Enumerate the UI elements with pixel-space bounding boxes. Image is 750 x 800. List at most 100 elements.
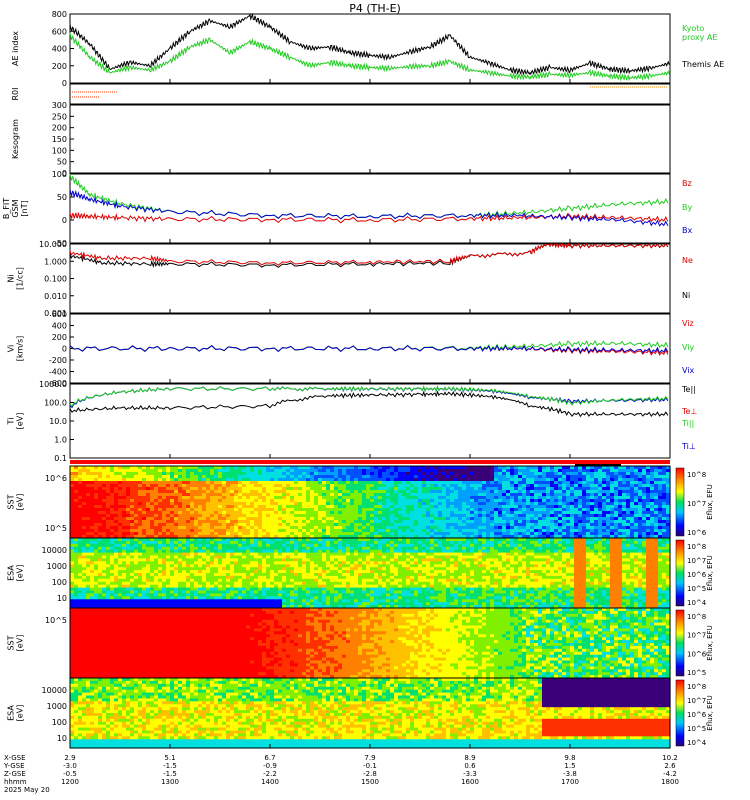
spectrogram-cell bbox=[198, 478, 203, 482]
spectrogram-cell bbox=[114, 511, 119, 515]
spectrogram-cell bbox=[354, 475, 359, 479]
spectrogram-cell bbox=[418, 502, 423, 506]
spectrogram-cell bbox=[154, 523, 159, 527]
spectrogram-cell bbox=[274, 493, 279, 497]
spectrogram-cell bbox=[70, 561, 75, 565]
spectrogram-cell bbox=[190, 487, 195, 491]
spectrogram-cell bbox=[94, 532, 99, 536]
spectrogram-cell bbox=[222, 596, 227, 600]
spectrogram-cell bbox=[214, 490, 219, 494]
spectrogram-cell bbox=[98, 523, 103, 527]
spectrogram-cell bbox=[210, 490, 215, 494]
spectrogram-cell bbox=[302, 535, 307, 539]
spectrogram-cell bbox=[318, 478, 323, 482]
spectrogram-cell bbox=[390, 466, 395, 470]
spectrogram-cell bbox=[246, 517, 251, 521]
spectrogram-cell bbox=[418, 511, 423, 515]
spectrogram-cell bbox=[242, 508, 247, 512]
spectrogram-cell bbox=[230, 529, 235, 533]
spectrogram-cell bbox=[198, 526, 203, 530]
spectrogram-cell bbox=[166, 532, 171, 536]
spectrogram-cell bbox=[362, 466, 367, 470]
spectrogram-cell bbox=[238, 543, 243, 548]
spectrogram-cell bbox=[402, 520, 407, 524]
spectrogram-cell bbox=[406, 496, 411, 500]
spectrogram-cell bbox=[358, 496, 363, 500]
spectrogram-cell bbox=[414, 487, 419, 491]
spectrogram-cell bbox=[234, 472, 239, 476]
spectrogram-cell bbox=[326, 520, 331, 524]
spectrogram-cell bbox=[162, 543, 167, 548]
spectrogram-cell bbox=[274, 472, 279, 476]
spectrogram-cell bbox=[186, 472, 191, 476]
spectrogram-cell bbox=[218, 496, 223, 500]
spectrogram-cell bbox=[126, 469, 131, 473]
spectrogram-cell bbox=[214, 543, 219, 548]
spectrogram-cell bbox=[86, 535, 91, 539]
spectrogram-cell bbox=[314, 496, 319, 500]
spectrogram-cell bbox=[294, 505, 299, 509]
spectrogram-cell bbox=[210, 508, 215, 512]
spectrogram-cell bbox=[390, 505, 395, 509]
spectrogram-cell bbox=[86, 532, 91, 536]
spectrogram-cell bbox=[306, 532, 311, 536]
spectrogram-cell bbox=[170, 481, 175, 485]
spectrogram-cell bbox=[90, 529, 95, 533]
spectrogram-cell bbox=[194, 543, 199, 548]
spectrogram-cell bbox=[222, 529, 227, 533]
spectrogram-cell bbox=[394, 496, 399, 500]
spectrogram-cell bbox=[154, 472, 159, 476]
spectrogram-cell bbox=[134, 511, 139, 515]
spectrogram-cell bbox=[254, 529, 259, 533]
spectrogram-cell bbox=[138, 520, 143, 524]
bfield-line-Bx bbox=[69, 189, 669, 227]
spectrogram-cell bbox=[386, 508, 391, 512]
spectrogram-cell bbox=[426, 481, 431, 485]
spectrogram-cell bbox=[354, 502, 359, 506]
themis-legend: Themis AE bbox=[681, 60, 724, 69]
spectrogram-cell bbox=[158, 523, 163, 527]
spectrogram-cell bbox=[426, 535, 431, 539]
spectrogram-cell bbox=[354, 535, 359, 539]
spectrogram-cell bbox=[334, 481, 339, 485]
spectrogram-cell bbox=[274, 496, 279, 500]
spectrogram-cell bbox=[278, 523, 283, 527]
kyoto-ae-line bbox=[69, 32, 670, 82]
spectrogram-cell bbox=[206, 532, 211, 536]
spectrogram-cell bbox=[250, 529, 255, 533]
spectrogram-cell bbox=[250, 520, 255, 524]
spectrogram-cell bbox=[150, 535, 155, 539]
spectrogram-cell bbox=[186, 511, 191, 515]
spectrogram-cell bbox=[270, 490, 275, 494]
spectrogram-cell bbox=[198, 496, 203, 500]
spectrogram-cell bbox=[150, 520, 155, 524]
spectrogram-cell bbox=[350, 493, 355, 497]
spectrogram-cell bbox=[186, 496, 191, 500]
spectrogram-cell bbox=[142, 484, 147, 488]
spectrogram-cell bbox=[262, 496, 267, 500]
spectrogram-cell bbox=[338, 496, 343, 500]
spectrogram-cell bbox=[306, 475, 311, 479]
temperature-ylabel: Ti[eV] bbox=[7, 413, 25, 430]
spectrogram-cell bbox=[218, 532, 223, 536]
spectrogram-cell bbox=[298, 472, 303, 476]
spectrogram-cell bbox=[414, 502, 419, 506]
spectrogram-cell bbox=[270, 508, 275, 512]
spectrogram-cell bbox=[222, 487, 227, 491]
spectrogram-cell bbox=[422, 523, 427, 527]
spectrogram-cell bbox=[194, 499, 199, 503]
spectrogram-cell bbox=[174, 493, 179, 497]
spectrogram-cell bbox=[426, 523, 431, 527]
spectrogram-cell bbox=[302, 523, 307, 527]
spectrogram-cell bbox=[114, 493, 119, 497]
spectrogram-cell bbox=[298, 532, 303, 536]
spectrogram-cell bbox=[346, 505, 351, 509]
spectrogram-cell bbox=[418, 499, 423, 503]
spectrogram-cell bbox=[390, 478, 395, 482]
spectrogram-cell bbox=[102, 520, 107, 524]
spectrogram-cell bbox=[166, 475, 171, 479]
spectrogram-cell bbox=[202, 578, 207, 583]
spectrogram-cell bbox=[206, 496, 211, 500]
spectrogram-cell bbox=[106, 508, 111, 512]
spectrogram-cell bbox=[354, 496, 359, 500]
